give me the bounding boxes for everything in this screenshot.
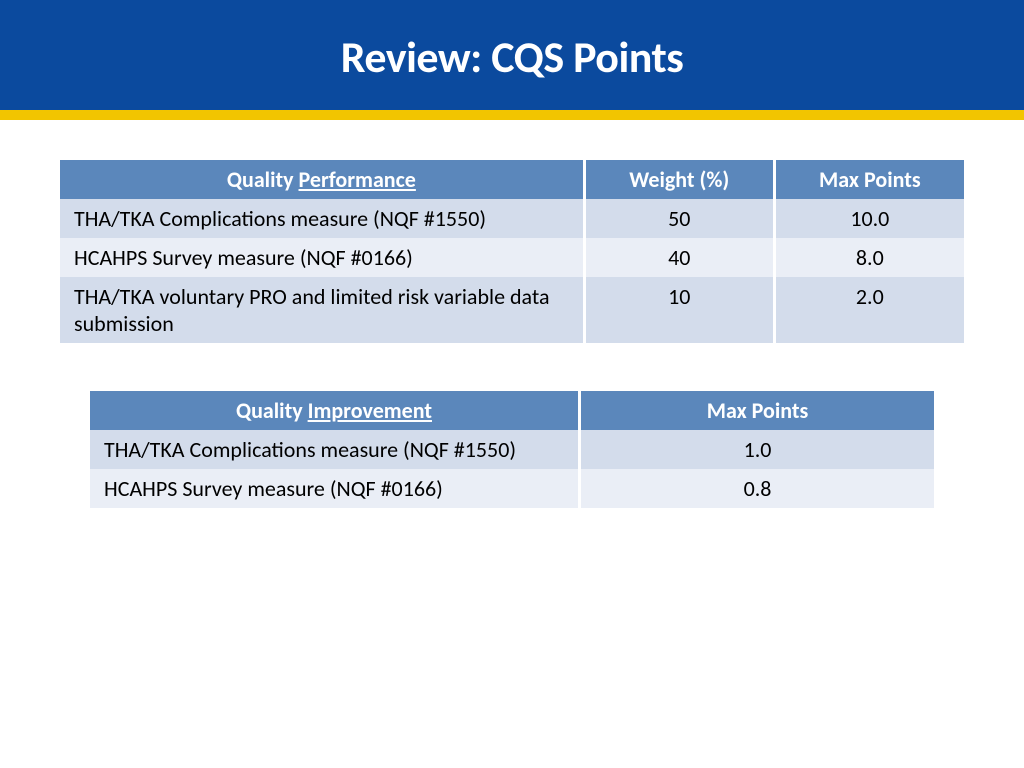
improvement-table-wrap: Quality Improvement Max Points THA/TKA C… [60,391,964,508]
col-header-max-points: Max Points [774,160,964,199]
col-header-quality-improvement: Quality Improvement [90,391,580,430]
slide-header: Review: CQS Points [0,0,1024,120]
cell-weight: 50 [584,199,774,238]
table-row: HCAHPS Survey measure (NQF #0166) 40 8.0 [60,238,964,277]
page-title: Review: CQS Points [0,30,1024,84]
table-row: THA/TKA Complications measure (NQF #1550… [90,430,934,469]
improvement-table: Quality Improvement Max Points THA/TKA C… [90,391,934,508]
cell-max: 8.0 [774,238,964,277]
col-header-quality-performance: Quality Performance [60,160,584,199]
col-header-underline: Improvement [308,397,432,424]
cell-max: 2.0 [774,277,964,343]
cell-measure: HCAHPS Survey measure (NQF #0166) [60,238,584,277]
table-row: HCAHPS Survey measure (NQF #0166) 0.8 [90,469,934,508]
col-header-weight: Weight (%) [584,160,774,199]
slide: Review: CQS Points Quality Performance W… [0,0,1024,768]
cell-max: 10.0 [774,199,964,238]
cell-measure: HCAHPS Survey measure (NQF #0166) [90,469,580,508]
performance-table: Quality Performance Weight (%) Max Point… [60,160,964,343]
table-header-row: Quality Improvement Max Points [90,391,934,430]
col-header-max-points: Max Points [580,391,934,430]
cell-weight: 40 [584,238,774,277]
table-row: THA/TKA voluntary PRO and limited risk v… [60,277,964,343]
cell-measure: THA/TKA Complications measure (NQF #1550… [60,199,584,238]
cell-max: 1.0 [580,430,934,469]
cell-measure: THA/TKA Complications measure (NQF #1550… [90,430,580,469]
cell-max: 0.8 [580,469,934,508]
table-row: THA/TKA Complications measure (NQF #1550… [60,199,964,238]
col-header-prefix: Quality [227,166,299,193]
slide-content: Quality Performance Weight (%) Max Point… [0,120,1024,508]
cell-measure: THA/TKA voluntary PRO and limited risk v… [60,277,584,343]
col-header-prefix: Quality [236,397,308,424]
cell-weight: 10 [584,277,774,343]
col-header-underline: Performance [299,166,416,193]
table-header-row: Quality Performance Weight (%) Max Point… [60,160,964,199]
